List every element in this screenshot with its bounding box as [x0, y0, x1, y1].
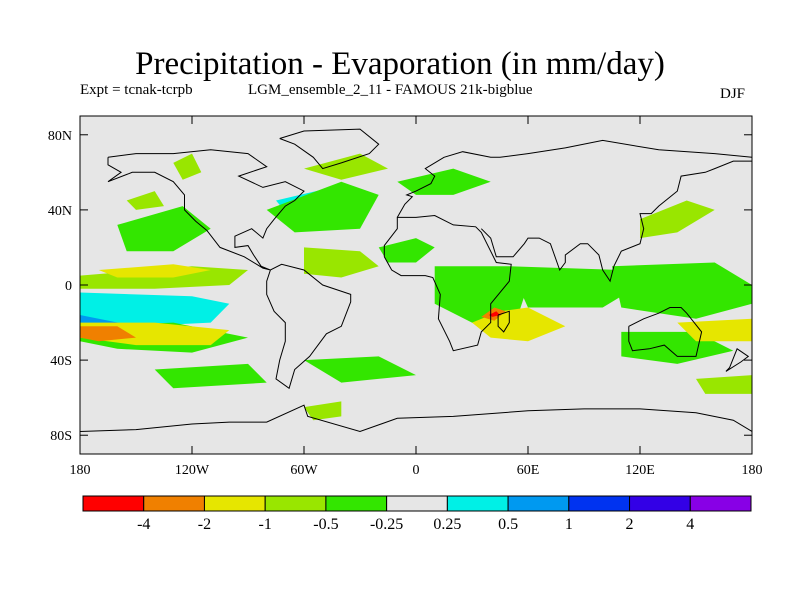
experiment-label: Expt = tcnak-tcrpb [80, 82, 193, 98]
coastline [383, 214, 512, 352]
longitude-axis: 180 120W 60W 0 60E 120E 180 [70, 116, 763, 478]
coastline [80, 404, 752, 433]
lon-tick-label: 60E [517, 463, 540, 478]
lat-tick-label: 40S [50, 354, 72, 369]
colorbar-label: -4 [137, 516, 150, 533]
field-regions [80, 153, 752, 421]
field-region-light-wet [378, 238, 435, 263]
colorbar-label: 2 [626, 516, 634, 533]
coastline [497, 310, 510, 333]
colorbar-swatch [203, 495, 266, 512]
run-label: LGM_ensemble_2_11 - FAMOUS 21k-bigblue [248, 82, 533, 98]
field-region-light-wet [304, 356, 416, 383]
lat-tick-label: 0 [65, 279, 72, 294]
colorbar-label: 0.5 [498, 516, 518, 533]
field-region-light-dry [304, 153, 388, 180]
colorbar-swatch [386, 495, 448, 512]
coastline [628, 307, 703, 357]
figure-title: Precipitation - Evaporation (in mm/day) [135, 46, 665, 82]
coastline [107, 149, 352, 390]
field-region-light-wet [154, 363, 267, 389]
colorbar [82, 495, 752, 512]
field-region-light-wet [612, 262, 752, 319]
field-region-light-dry [173, 153, 202, 180]
field-region-light-wet [266, 181, 379, 233]
colorbar-swatch [143, 495, 205, 512]
lon-tick-label: 0 [413, 463, 420, 478]
field-region-wet [80, 292, 230, 327]
field-region-light-dry [640, 200, 715, 239]
colorbar-label: -1 [259, 516, 272, 533]
coastline [725, 348, 750, 372]
lon-tick-label: 120E [625, 463, 655, 478]
colorbar-swatch [325, 495, 388, 512]
lat-tick-label: 40N [48, 204, 72, 219]
colorbar-label: 1 [565, 516, 573, 533]
field-region-light-dry [304, 401, 342, 421]
season-label: DJF [720, 86, 746, 102]
colorbar-swatch [689, 495, 752, 512]
colorbar-label: -2 [198, 516, 211, 533]
colorbar-swatch [82, 495, 145, 512]
lat-tick-label: 80S [50, 429, 72, 444]
coastlines [80, 128, 752, 433]
field-region-light-dry [696, 375, 752, 394]
colorbar-swatch [507, 495, 570, 512]
colorbar-label: -0.25 [370, 516, 403, 533]
field-region-light-wet [117, 206, 211, 252]
colorbar-swatch [446, 495, 509, 512]
latitude-axis: 80N 40N 0 40S 80S [48, 129, 752, 444]
coastline [480, 160, 752, 283]
field-region-light-wet [434, 266, 528, 323]
field-region-moderate-dry [80, 326, 136, 342]
colorbar-swatch [568, 495, 631, 512]
coastline [396, 139, 752, 218]
colorbar-label: 4 [686, 516, 694, 533]
colorbar-swatch [264, 495, 327, 512]
lon-tick-label: 180 [742, 463, 763, 478]
colorbar-labels: -4 -2 -1 -0.5 -0.25 0.25 0.5 1 2 4 [137, 516, 694, 533]
lat-tick-label: 80N [48, 129, 72, 144]
colorbar-swatch [629, 495, 691, 512]
coastline [279, 128, 380, 170]
colorbar-label: 0.25 [433, 516, 461, 533]
lon-tick-label: 180 [70, 463, 91, 478]
field-region-dry [98, 264, 211, 278]
colorbar-label: -0.5 [313, 516, 338, 533]
field-region-light-dry [304, 247, 379, 278]
lon-tick-label: 60W [290, 463, 318, 478]
field-region-light-dry [126, 191, 164, 210]
field-region-strong-dry [488, 311, 500, 317]
lon-tick-label: 120W [175, 463, 210, 478]
